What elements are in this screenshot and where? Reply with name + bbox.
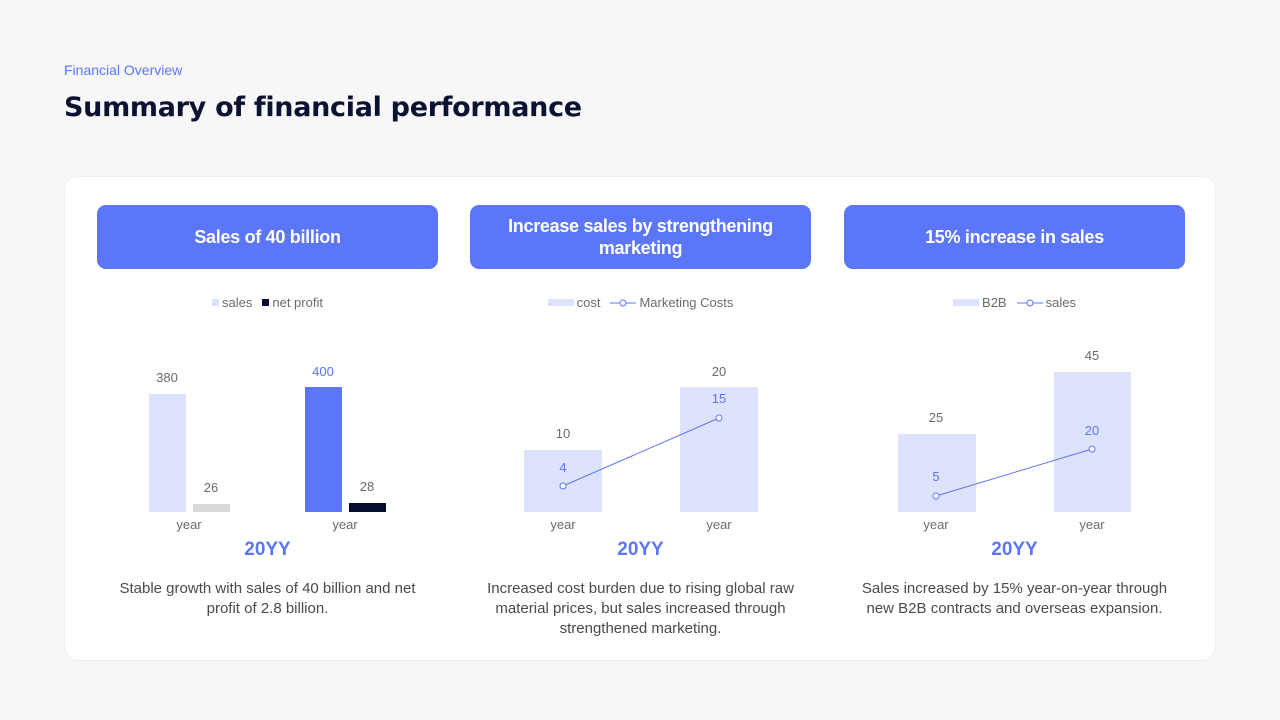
data-label: 5 [932,469,940,484]
panel-sales: Sales of 40 billion sales net profit 380… [97,205,438,645]
bar-b2b-2 [1054,372,1131,512]
line-marker-icon [1016,299,1043,306]
legend-swatch-icon [262,299,270,306]
bar-cost-2 [680,387,758,512]
data-label: 25 [928,410,944,425]
panel-description: Stable growth with sales of 40 billion a… [119,580,416,617]
legend-item-net-profit: net profit [262,295,323,310]
chart-legend: sales net profit [97,295,438,310]
x-tick-label: year [550,517,576,532]
x-tick-label: year [176,517,202,532]
line-series [932,445,1096,500]
data-label: 4 [559,460,567,475]
legend-swatch-icon [547,299,574,306]
data-label: 45 [1084,348,1100,363]
panel-heading: Sales of 40 billion [97,205,438,269]
x-tick-label: year [923,517,949,532]
combo-chart: 25 45 5 20 year year [844,315,1185,532]
chart-legend: B2B sales [844,295,1185,310]
line-marker-icon [610,299,637,306]
bar-chart: 380 26 400 28 year year [97,315,438,532]
x-tick-label: year [706,517,732,532]
section-eyebrow: Financial Overview [64,62,183,78]
data-label: 15 [711,391,727,406]
page-title: Summary of financial performance [64,92,582,123]
data-label: 28 [359,479,375,494]
panel-year: 20YY [244,539,291,560]
data-label: 380 [156,370,178,385]
bar-cost-1 [524,450,602,512]
data-label: 10 [555,426,571,441]
bar-profit-1 [193,504,230,512]
panel-year: 20YY [617,539,664,560]
combo-chart: 10 20 4 15 year year [470,315,811,532]
data-label: 20 [711,364,727,379]
panel-heading: Increase sales by strengthening marketin… [470,205,811,269]
panel-heading: 15% increase in sales [844,205,1185,269]
legend-item-b2b: B2B [953,295,1007,310]
panel-description: Increased cost burden due to rising glob… [487,580,794,637]
legend-swatch-icon [212,299,220,306]
legend-item-sales: sales [1016,295,1076,310]
bar-sales-1 [149,394,186,512]
data-label: 26 [203,480,219,495]
line-series [559,414,723,490]
legend-item-sales: sales [212,295,252,310]
bar-profit-2 [349,503,386,512]
x-tick-label: year [332,517,358,532]
panel-year: 20YY [991,539,1038,560]
x-tick-label: year [1079,517,1105,532]
bar-sales-2 [305,387,342,512]
chart-legend: cost Marketing Costs [470,295,811,310]
legend-item-marketing-costs: Marketing Costs [610,295,733,310]
panel-marketing: Increase sales by strengthening marketin… [470,205,811,645]
summary-card: Sales of 40 billion sales net profit 380… [64,176,1216,661]
data-label: 400 [312,364,334,379]
panel-growth: 15% increase in sales B2B sales 25 45 5 … [844,205,1185,645]
legend-swatch-icon [953,299,980,306]
panel-description: Sales increased by 15% year-on-year thro… [861,580,1168,617]
data-label: 20 [1084,423,1100,438]
legend-item-cost: cost [547,295,600,310]
